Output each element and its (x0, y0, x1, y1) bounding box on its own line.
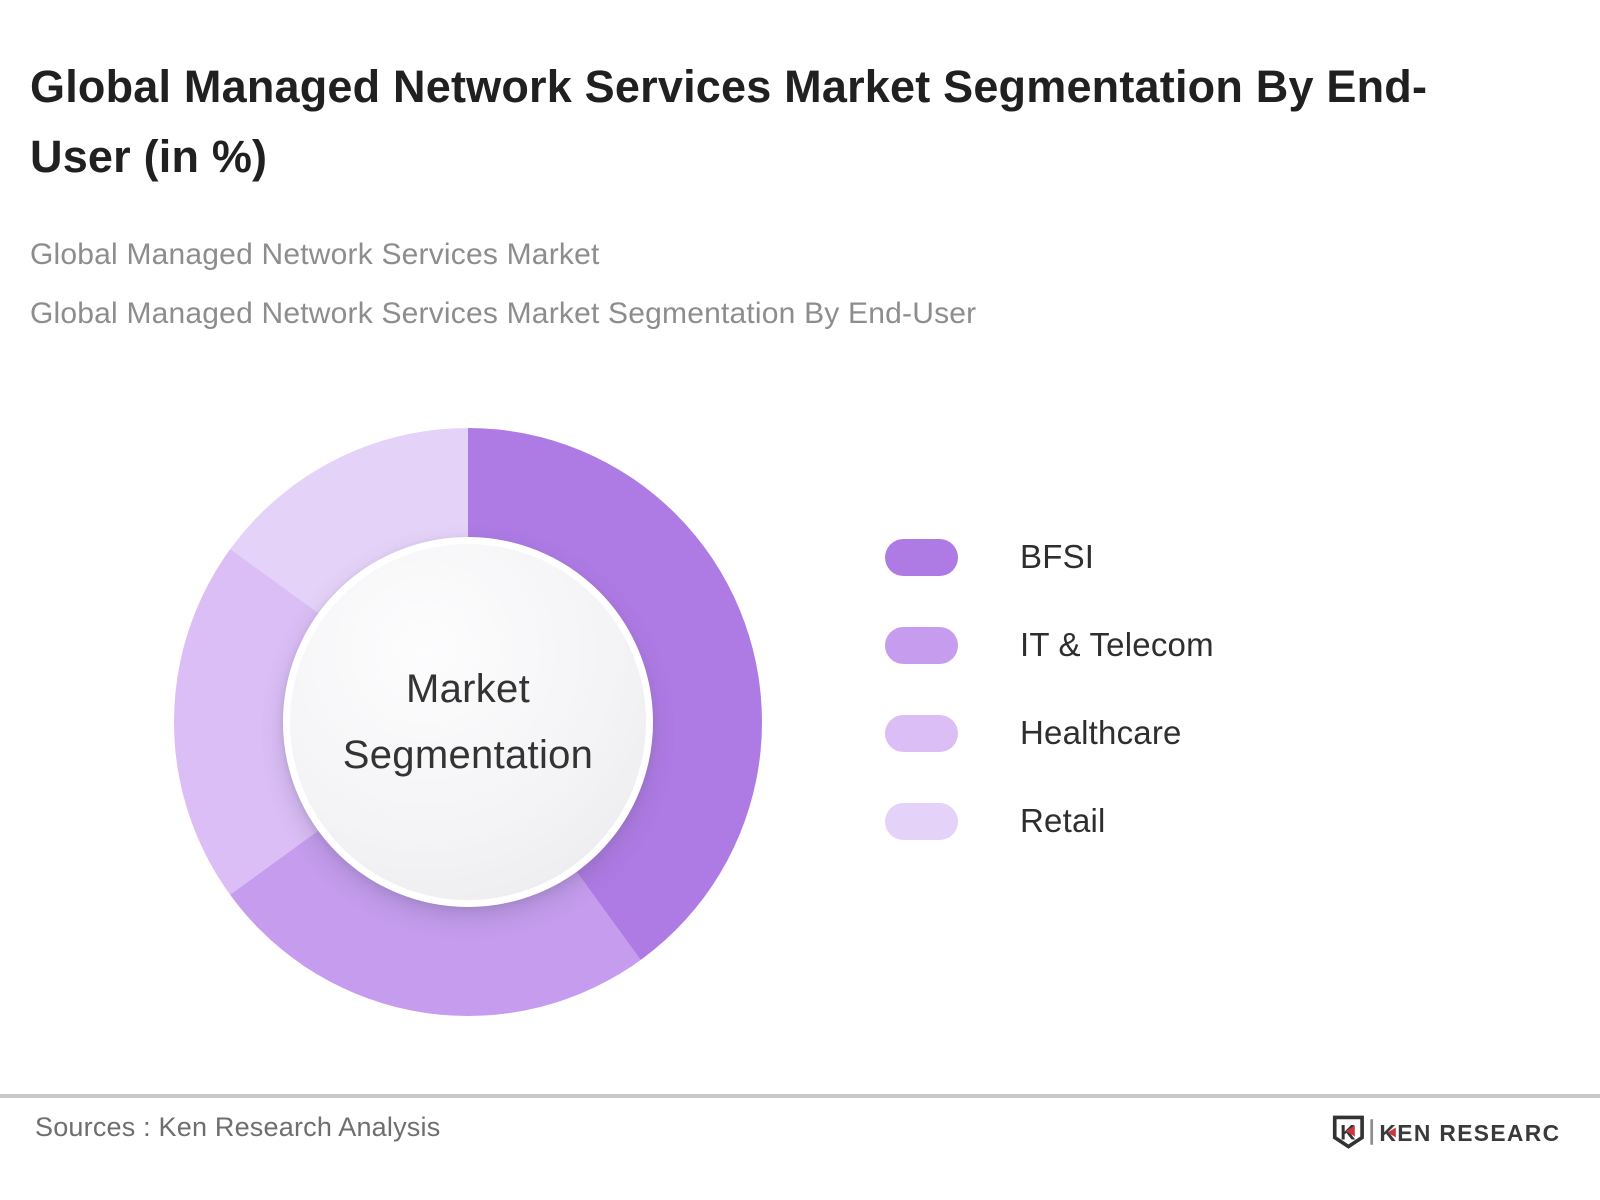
donut-chart: Market Segmentation (174, 428, 762, 1016)
logo-divider-bar (1370, 1119, 1374, 1145)
subtitle-secondary: Global Managed Network Services Market S… (30, 297, 977, 330)
legend-swatch-healthcare (885, 714, 958, 752)
donut-center-circle: Market Segmentation (283, 537, 653, 907)
legend-label-retail: Retail (1020, 802, 1106, 839)
footer-divider (0, 1094, 1600, 1098)
legend-swatch-it-telecom (885, 626, 958, 664)
legend-label-healthcare: Healthcare (1020, 714, 1182, 751)
subtitle-primary: Global Managed Network Services Market (30, 238, 600, 271)
legend-swatch-retail (885, 802, 958, 840)
wordmark-red-triangle-icon (1387, 1127, 1396, 1138)
page-title: Global Managed Network Services Market S… (30, 61, 1428, 182)
legend-item-healthcare: Healthcare (885, 714, 1214, 752)
donut-center-label: Market Segmentation (342, 667, 594, 777)
legend-item-bfsi: BFSI (885, 538, 1214, 576)
shield-k-letter: K (1340, 1121, 1355, 1144)
legend-label-it-telecom: IT & Telecom (1020, 626, 1214, 663)
legend-item-retail: Retail (885, 802, 1214, 840)
legend-swatch-bfsi (885, 538, 958, 576)
legend-label-bfsi: BFSI (1020, 538, 1095, 575)
shield-k-icon: K (1332, 1115, 1364, 1149)
ken-research-logo: K KEN RESEARCH (1332, 1115, 1560, 1149)
sources-text: Sources : Ken Research Analysis (35, 1112, 441, 1142)
brand-wordmark: KEN RESEARCH (1379, 1120, 1560, 1146)
shield-red-triangle-icon (1345, 1125, 1355, 1137)
legend-item-it-telecom: IT & Telecom (885, 626, 1214, 664)
chart-legend: BFSI IT & Telecom Healthcare Retail (885, 538, 1214, 840)
